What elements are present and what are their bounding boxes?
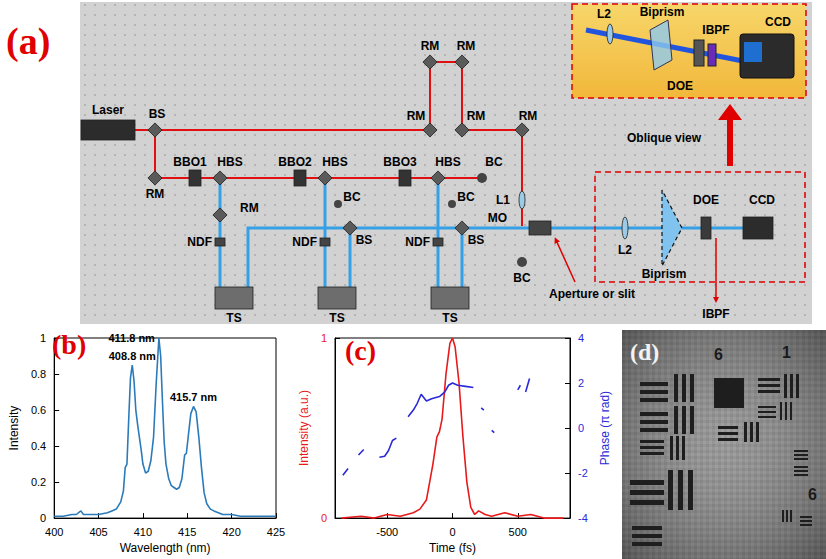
svg-text:HBS: HBS <box>217 155 242 169</box>
svg-text:1: 1 <box>321 332 327 344</box>
svg-text:Biprism: Biprism <box>642 267 687 281</box>
svg-text:400: 400 <box>45 526 63 538</box>
svg-text:TS: TS <box>442 311 457 325</box>
svg-text:411.8 nm: 411.8 nm <box>108 332 155 344</box>
svg-text:-4: -4 <box>578 512 588 524</box>
svg-text:420: 420 <box>222 526 240 538</box>
svg-text:-2: -2 <box>578 467 588 479</box>
svg-text:NDF: NDF <box>405 235 430 249</box>
svg-text:415.7 nm: 415.7 nm <box>170 391 217 403</box>
svg-text:Intensity (a.u.): Intensity (a.u.) <box>297 390 311 466</box>
svg-text:BC: BC <box>343 190 361 204</box>
svg-text:DOE: DOE <box>693 193 719 207</box>
svg-text:BC: BC <box>457 190 475 204</box>
svg-text:4: 4 <box>578 332 584 344</box>
svg-text:L2: L2 <box>597 7 611 21</box>
svg-text:BS: BS <box>149 107 166 121</box>
svg-text:RM: RM <box>519 109 538 123</box>
svg-text:-500: -500 <box>376 526 398 538</box>
svg-text:1: 1 <box>782 344 791 361</box>
svg-text:HBS: HBS <box>322 155 347 169</box>
svg-text:BBO3: BBO3 <box>383 155 417 169</box>
svg-text:6: 6 <box>808 486 817 503</box>
svg-text:TS: TS <box>226 311 241 325</box>
svg-text:Time (fs): Time (fs) <box>429 541 476 555</box>
svg-text:Oblique view: Oblique view <box>627 131 702 145</box>
svg-text:500: 500 <box>509 526 527 538</box>
svg-text:BS: BS <box>356 233 373 247</box>
svg-text:Phase (π rad): Phase (π rad) <box>598 391 612 465</box>
svg-text:(d): (d) <box>630 339 659 365</box>
svg-text:RM: RM <box>240 201 259 215</box>
svg-text:RM: RM <box>457 39 476 53</box>
svg-text:0.6: 0.6 <box>31 404 46 416</box>
svg-text:BS: BS <box>468 233 485 247</box>
svg-text:BBO1: BBO1 <box>173 155 207 169</box>
svg-text:2: 2 <box>578 377 584 389</box>
svg-text:405: 405 <box>89 526 107 538</box>
svg-text:Laser: Laser <box>92 103 124 117</box>
svg-text:0: 0 <box>578 422 584 434</box>
svg-text:0.4: 0.4 <box>31 440 46 452</box>
svg-text:415: 415 <box>178 526 196 538</box>
svg-text:Biprism: Biprism <box>640 5 685 19</box>
svg-text:HBS: HBS <box>435 155 460 169</box>
svg-text:(c): (c) <box>345 335 376 366</box>
svg-text:(b): (b) <box>52 329 86 360</box>
svg-text:425: 425 <box>267 526 285 538</box>
svg-text:DOE: DOE <box>667 79 693 93</box>
svg-text:0.2: 0.2 <box>31 476 46 488</box>
svg-text:BC: BC <box>513 271 531 285</box>
svg-text:L1: L1 <box>496 193 510 207</box>
svg-text:Wavelength (nm): Wavelength (nm) <box>120 541 211 555</box>
svg-text:0: 0 <box>40 512 46 524</box>
svg-text:408.8 nm: 408.8 nm <box>109 350 156 362</box>
svg-text:410: 410 <box>134 526 152 538</box>
svg-text:IBPF: IBPF <box>702 307 729 321</box>
svg-text:MO: MO <box>488 211 507 225</box>
svg-text:RM: RM <box>146 187 165 201</box>
svg-text:IBPF: IBPF <box>702 23 729 37</box>
svg-text:Intensity: Intensity <box>7 406 21 451</box>
svg-text:NDF: NDF <box>292 235 317 249</box>
svg-text:0.8: 0.8 <box>31 368 46 380</box>
svg-text:RM: RM <box>467 109 486 123</box>
svg-text:L2: L2 <box>618 243 632 257</box>
svg-text:RM: RM <box>421 39 440 53</box>
svg-text:(a): (a) <box>6 20 50 63</box>
svg-text:1: 1 <box>40 332 46 344</box>
svg-text:0: 0 <box>321 512 327 524</box>
svg-text:CCD: CCD <box>765 15 791 29</box>
svg-text:BC: BC <box>485 155 503 169</box>
svg-text:6: 6 <box>714 346 723 363</box>
svg-text:RM: RM <box>407 109 426 123</box>
svg-text:TS: TS <box>329 311 344 325</box>
svg-text:0: 0 <box>449 526 455 538</box>
svg-text:BBO2: BBO2 <box>278 155 312 169</box>
svg-text:NDF: NDF <box>187 235 212 249</box>
svg-text:Aperture or slit: Aperture or slit <box>549 287 635 301</box>
svg-text:CCD: CCD <box>749 193 775 207</box>
